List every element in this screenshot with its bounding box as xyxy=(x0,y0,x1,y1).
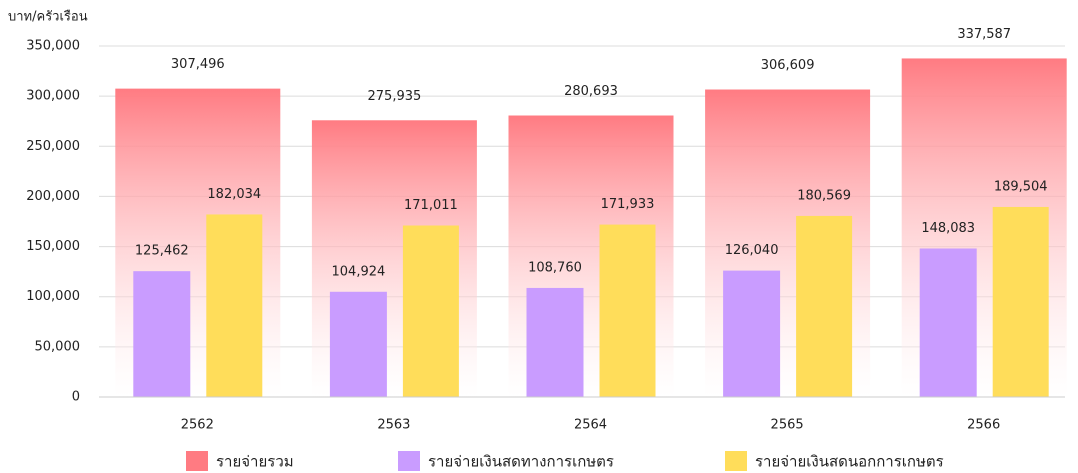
bar xyxy=(919,248,977,397)
data-label: 275,935 xyxy=(368,89,422,104)
data-label: 306,609 xyxy=(761,58,815,73)
data-label: 171,933 xyxy=(601,197,655,212)
legend-label: รายจ่ายรวม xyxy=(216,453,294,471)
bar xyxy=(992,206,1049,397)
y-tick-label: 200,000 xyxy=(26,189,80,204)
legend-label: รายจ่ายเงินสดทางการเกษตร xyxy=(428,453,614,471)
data-label: 125,462 xyxy=(135,244,189,259)
y-axis-label: บาท/ครัวเรือน xyxy=(8,9,88,25)
bar xyxy=(402,225,459,397)
data-label: 180,569 xyxy=(797,188,851,203)
bar xyxy=(526,287,584,397)
y-tick-label: 250,000 xyxy=(26,139,80,154)
x-tick-label: 2565 xyxy=(771,418,804,433)
legend-swatch xyxy=(186,451,208,471)
data-label: 126,040 xyxy=(725,243,779,258)
y-tick-label: 300,000 xyxy=(26,89,80,104)
data-label: 148,083 xyxy=(921,221,975,236)
x-tick-label: 2564 xyxy=(574,418,607,433)
legend-swatch xyxy=(398,451,420,471)
data-label: 189,504 xyxy=(994,179,1048,194)
y-tick-label: 0 xyxy=(72,390,80,405)
bar xyxy=(133,271,191,397)
y-tick-label: 350,000 xyxy=(26,39,80,54)
x-tick-label: 2562 xyxy=(181,418,214,433)
data-label: 280,693 xyxy=(564,84,618,99)
legend-swatch xyxy=(725,451,747,471)
data-label: 108,760 xyxy=(528,260,582,275)
data-label: 182,034 xyxy=(207,187,261,202)
y-tick-label: 100,000 xyxy=(26,289,80,304)
y-tick-label: 50,000 xyxy=(35,339,81,354)
bar xyxy=(599,224,656,397)
bar xyxy=(206,214,263,397)
x-tick-label: 2566 xyxy=(967,418,1000,433)
data-label: 307,496 xyxy=(171,57,225,72)
legend-label: รายจ่ายเงินสดนอกการเกษตร xyxy=(755,453,944,471)
bar xyxy=(329,291,387,397)
data-label: 104,924 xyxy=(332,264,386,279)
data-label: 337,587 xyxy=(957,27,1011,42)
bar xyxy=(796,215,853,397)
x-tick-label: 2563 xyxy=(377,418,410,433)
data-label: 171,011 xyxy=(404,198,458,213)
y-tick-label: 150,000 xyxy=(26,239,80,254)
bar xyxy=(723,270,781,397)
